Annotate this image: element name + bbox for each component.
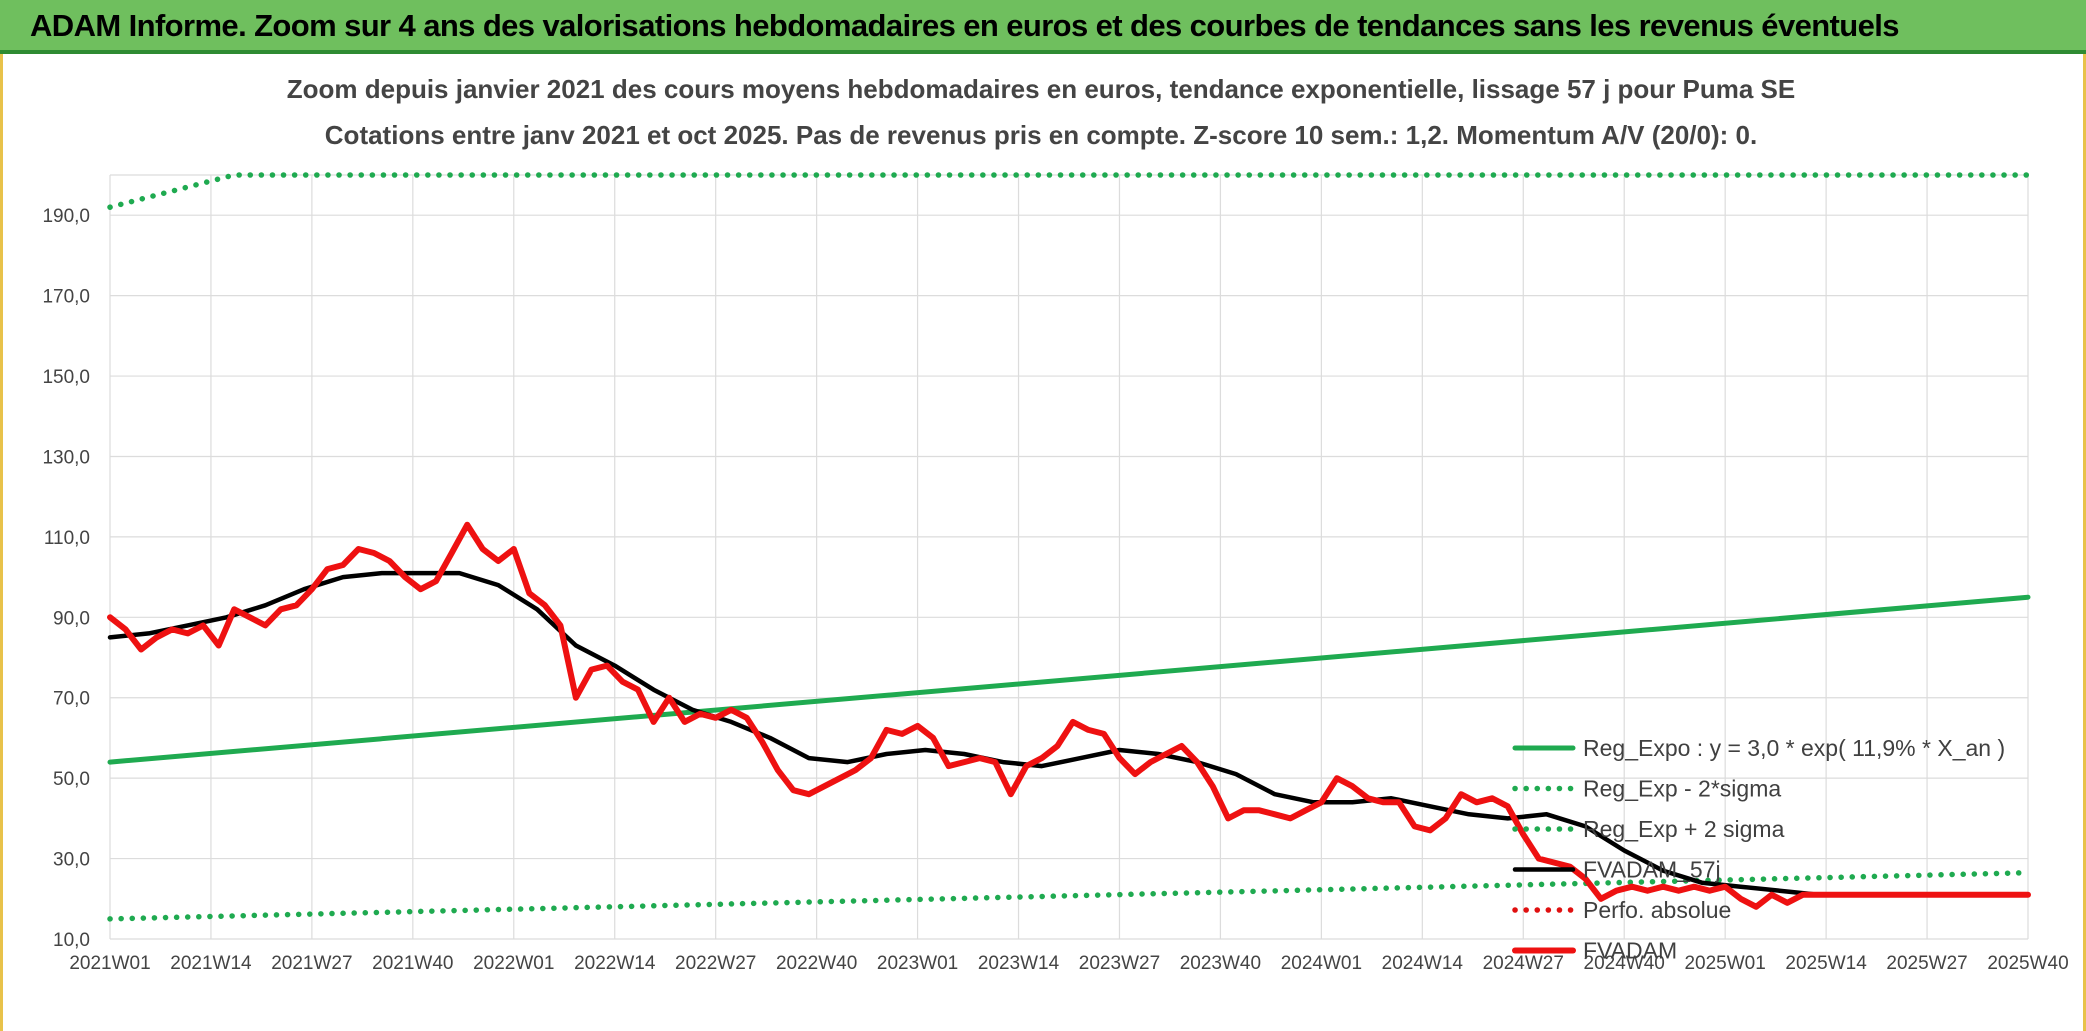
x-tick-label: 2024W40 — [1584, 953, 1665, 974]
y-tick-label: 170,0 — [42, 287, 90, 308]
chart-title: Zoom depuis janvier 2021 des cours moyen… — [287, 74, 1796, 104]
x-tick-label: 2021W14 — [170, 953, 252, 974]
x-tick-label: 2023W27 — [1079, 953, 1160, 974]
x-tick-label: 2025W14 — [1785, 953, 1867, 974]
series-line-1 — [107, 869, 2031, 922]
x-tick-label: 2025W27 — [1886, 953, 1967, 974]
chart-frame: 10,0 30,0 50,0 70,0 90,0 110,0 130,0 150,0 170,0… — [0, 54, 2086, 1031]
x-tick-label: 2025W01 — [1684, 953, 1765, 974]
legend-label-5: FVADAM — [1583, 938, 1677, 964]
y-tick-label: 70,0 — [53, 689, 90, 710]
chart-series — [107, 172, 2031, 922]
y-tick-label: 30,0 — [53, 850, 90, 871]
y-tick-label: 110,0 — [44, 528, 90, 549]
x-axis: 2021W01 2021W14 2021W27 2021W40 2022W01 2022W… — [69, 953, 2068, 974]
line-chart: 10,0 30,0 50,0 70,0 90,0 110,0 130,0 150,0 170,0… — [42, 60, 2069, 974]
y-tick-label: 50,0 — [53, 769, 90, 790]
header-banner: ADAM Informe. Zoom sur 4 ans des valoris… — [0, 0, 2086, 54]
x-tick-label: 2023W40 — [1180, 953, 1261, 974]
chart-subtitle: Cotations entre janv 2021 et oct 2025. P… — [325, 120, 1757, 150]
y-tick-label: 150,0 — [42, 367, 90, 388]
x-tick-label: 2025W40 — [1987, 953, 2068, 974]
legend-label-4: Perfo. absolue — [1583, 897, 1731, 923]
x-tick-label: 2024W01 — [1281, 953, 1362, 974]
x-tick-label: 2021W01 — [69, 953, 150, 974]
x-tick-label: 2022W27 — [675, 953, 756, 974]
series-line-5 — [107, 521, 2031, 910]
series-line-3 — [107, 570, 2031, 898]
chart-legend: Reg_Expo : y = 3,0 * exp( 11,9% * X_an )… — [1512, 735, 2005, 964]
x-tick-label: 2023W01 — [877, 953, 958, 974]
title-background — [358, 60, 1723, 172]
x-tick-label: 2021W27 — [271, 953, 352, 974]
x-tick-label: 2023W14 — [978, 953, 1060, 974]
y-tick-label: 190,0 — [42, 206, 90, 227]
legend-label-3: FVADAM_57j — [1583, 857, 1721, 883]
x-tick-label: 2022W01 — [473, 953, 554, 974]
legend-label-1: Reg_Exp - 2*sigma — [1583, 776, 1781, 802]
y-tick-label: 90,0 — [53, 608, 90, 629]
series-line-0 — [107, 594, 2031, 765]
y-axis: 10,0 30,0 50,0 70,0 90,0 110,0 130,0 150,0 170,0… — [42, 206, 90, 951]
x-tick-label: 2021W40 — [372, 953, 453, 974]
series-line-2 — [107, 172, 2031, 210]
banner-title: ADAM Informe. Zoom sur 4 ans des valoris… — [30, 8, 1900, 43]
chart-titles: Zoom depuis janvier 2021 des cours moyen… — [287, 60, 1796, 172]
legend-label-2: Reg_Exp + 2 sigma — [1583, 816, 1785, 842]
x-tick-label: 2024W14 — [1382, 953, 1464, 974]
x-tick-label: 2022W40 — [776, 953, 857, 974]
y-tick-label: 130,0 — [42, 447, 90, 468]
y-tick-label: 10,0 — [53, 930, 90, 951]
legend-label-0: Reg_Expo : y = 3,0 * exp( 11,9% * X_an ) — [1583, 735, 2005, 761]
x-tick-label: 2022W14 — [574, 953, 656, 974]
x-tick-label: 2024W27 — [1483, 953, 1564, 974]
